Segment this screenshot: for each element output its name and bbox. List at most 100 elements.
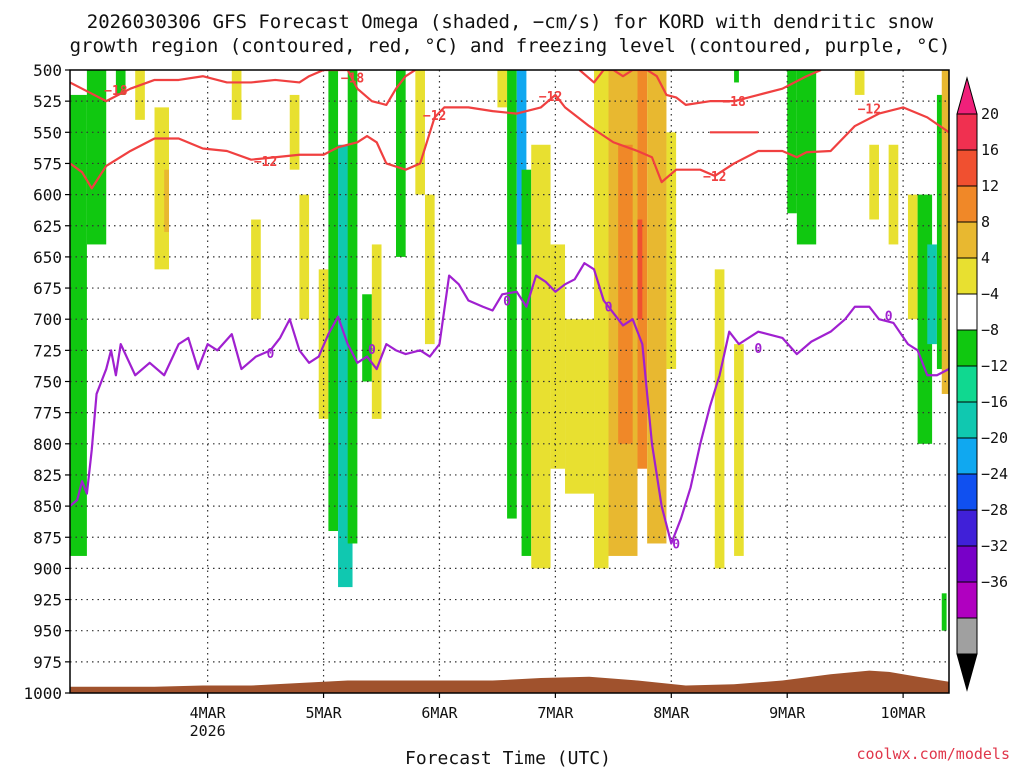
- colorbar-label: 4: [981, 249, 990, 267]
- omega-cell: [362, 294, 372, 382]
- contour-label: −12: [858, 103, 881, 118]
- y-tick-label: 925: [33, 591, 62, 610]
- colorbar-label: 20: [981, 105, 999, 123]
- x-tick-label: 4MAR: [190, 704, 227, 722]
- contour-label: −12: [703, 170, 726, 185]
- colorbar-swatch: [956, 509, 978, 547]
- y-tick-label: 575: [33, 154, 62, 173]
- colorbar-label: −24: [981, 465, 1008, 483]
- contour-label: −18: [104, 84, 128, 99]
- y-tick-label: 625: [33, 217, 62, 236]
- colorbar-swatch: [956, 545, 978, 583]
- y-tick-label: 900: [33, 559, 62, 578]
- y-tick-label: 850: [33, 497, 62, 516]
- omega-cell: [70, 94, 87, 556]
- y-tick-label: 775: [33, 404, 62, 423]
- y-tick-label: 750: [33, 373, 62, 392]
- x-tick-label: 7MAR: [537, 704, 574, 722]
- colorbar-swatch: [956, 329, 978, 367]
- contour-label: −12: [539, 90, 562, 105]
- omega-cell: [86, 70, 107, 245]
- colorbar-swatch: [956, 653, 978, 692]
- omega-cell: [531, 144, 551, 569]
- omega-cell: [135, 70, 145, 120]
- omega-cell: [347, 70, 358, 544]
- omega-cell: [415, 70, 425, 195]
- omega-cell: [231, 70, 242, 120]
- colorbar-label: −28: [981, 501, 1008, 519]
- x-axis-label: Forecast Time (UTC): [405, 748, 611, 768]
- colorbar-label: −36: [981, 573, 1008, 591]
- y-tick-label: 500: [33, 61, 62, 80]
- omega-cell: [497, 70, 508, 108]
- x-tick-label: 5MAR: [305, 704, 342, 722]
- omega-cell: [565, 319, 595, 494]
- y-tick-label: 825: [33, 466, 62, 485]
- dendritic-contour: [70, 93, 949, 190]
- contour-label: 0: [885, 309, 893, 324]
- dendritic-contour: [578, 70, 822, 106]
- y-tick-label: 950: [33, 622, 62, 641]
- colorbar-swatch: [956, 185, 978, 223]
- x-tick-sublabel: 2026: [190, 722, 226, 740]
- colorbar-label: −16: [981, 393, 1008, 411]
- contour-label: 0: [503, 295, 511, 310]
- y-tick-label: 1000: [23, 684, 62, 703]
- credit-text: coolwx.com/models: [856, 745, 1010, 763]
- plot-area: −12 −12 −12 −12 −12 −18 −18 −18 0 0 0 0 0 0 0 500 525 550…: [23, 61, 950, 740]
- chart-title-line-2: growth region (contoured, red, °C) and f…: [70, 35, 951, 57]
- omega-cell: [734, 344, 744, 556]
- omega-cell: [289, 94, 300, 170]
- omega-cell: [666, 132, 677, 370]
- colorbar-swatch: [956, 473, 978, 511]
- omega-cell: [854, 70, 865, 95]
- contour-label: −18: [341, 71, 365, 86]
- omega-cell: [594, 70, 609, 569]
- contour-label: 0: [267, 347, 275, 362]
- omega-cell: [251, 219, 261, 320]
- omega-cell: [371, 244, 382, 419]
- terrain-surface: [70, 670, 949, 693]
- contour-label: 0: [754, 342, 762, 357]
- omega-cell: [516, 70, 527, 245]
- x-tick-label: 9MAR: [769, 704, 806, 722]
- colorbar-swatch: [956, 293, 978, 331]
- colorbar-swatch: [956, 617, 978, 655]
- colorbar-swatch: [956, 221, 978, 259]
- omega-cell: [869, 144, 879, 220]
- y-tick-label: 600: [33, 186, 62, 205]
- x-tick-label: 8MAR: [653, 704, 690, 722]
- y-tick-label: 675: [33, 279, 62, 298]
- freezing-level-contour: [70, 262, 949, 545]
- colorbar-label: −32: [981, 537, 1008, 555]
- y-tick-label: 525: [33, 92, 62, 111]
- y-tick-label: 975: [33, 653, 62, 672]
- colorbar-label: −20: [981, 429, 1008, 447]
- contour-label: −12: [423, 109, 446, 124]
- omega-cell: [714, 269, 725, 569]
- colorbar-swatch: [956, 437, 978, 475]
- colorbar-label: 8: [981, 213, 990, 231]
- contour-label: −12: [254, 155, 277, 170]
- y-tick-label: 725: [33, 341, 62, 360]
- omega-cell: [521, 169, 532, 556]
- x-tick-label: 10MAR: [881, 704, 927, 722]
- omega-cell: [299, 194, 310, 320]
- omega-cell: [328, 70, 339, 532]
- colorbar-swatch: [956, 401, 978, 439]
- colorbar-label: −8: [981, 321, 999, 339]
- omega-cell: [424, 194, 435, 345]
- plot-inner: −12 −12 −12 −12 −12 −18 −18 −18 0 0 0 0 0 0 0: [70, 70, 949, 693]
- omega-cell: [507, 70, 517, 519]
- colorbar: 20 16 12 8 4 −4 −8 −12 −16 −20 −24 −28 −32 −36: [956, 76, 1008, 692]
- omega-cell: [115, 70, 126, 95]
- omega-cell: [787, 70, 797, 214]
- omega-cell: [647, 70, 667, 544]
- omega-cell: [941, 593, 947, 631]
- colorbar-label: −12: [981, 357, 1008, 375]
- colorbar-label: 16: [981, 141, 999, 159]
- colorbar-swatch: [956, 257, 978, 295]
- x-tick-label: 6MAR: [421, 704, 458, 722]
- omega-cell: [164, 169, 170, 232]
